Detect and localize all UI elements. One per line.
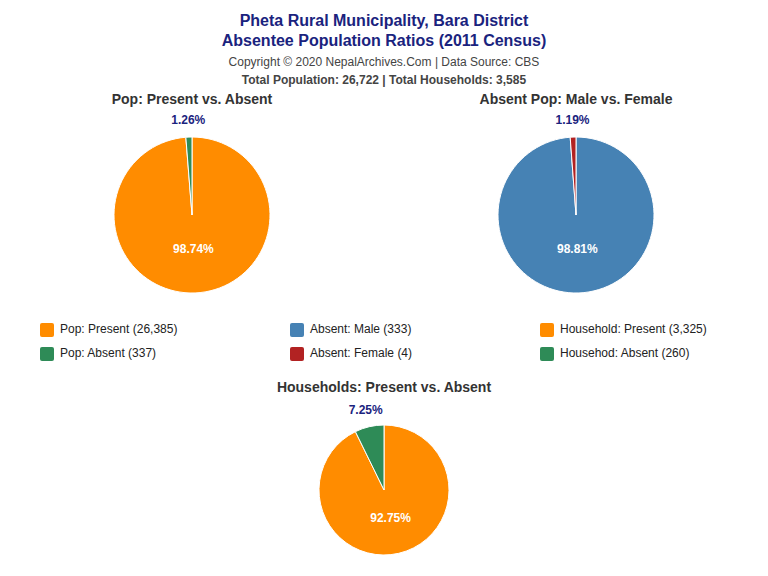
data-label: 92.75%: [370, 511, 411, 525]
data-label: 98.74%: [173, 242, 214, 256]
legend-entry: Househod: Absent (260): [560, 346, 689, 360]
pie-title: Households: Present vs. Absent: [277, 379, 492, 395]
legend-swatch: [540, 323, 554, 337]
pie-title: Absent Pop: Male vs. Female: [480, 91, 673, 107]
pie-chart: Pop: Present vs. Absent 98.74% 1.26%: [112, 91, 273, 293]
pie-slice: [319, 425, 449, 555]
data-labels: 92.75% 7.25%: [349, 403, 412, 524]
legend-entry: Absent: Female (4): [310, 346, 412, 360]
legend: Pop: Present (26,385) Pop: Absent (337) Ab…: [40, 322, 707, 361]
slices: [498, 137, 654, 293]
slices: [319, 425, 449, 555]
data-labels: 98.74% 1.26%: [171, 113, 214, 256]
data-label: 98.81%: [557, 242, 598, 256]
data-label: 7.25%: [349, 403, 383, 417]
data-labels: 98.81% 1.19%: [555, 113, 598, 256]
legend-swatch: [290, 323, 304, 337]
legend-swatch: [40, 347, 54, 361]
legend-entry: Pop: Present (26,385): [60, 322, 177, 336]
annotation: Copyright © 2020 NepalArchives.Com | Dat…: [229, 55, 540, 69]
pie-title: Pop: Present vs. Absent: [112, 91, 273, 107]
pie-slice: [570, 137, 576, 215]
legend-swatch: [290, 347, 304, 361]
chart-root: Pheta Rural Municipality, Bara District A…: [0, 0, 768, 576]
data-label: 1.26%: [171, 113, 205, 127]
pie-chart: Households: Present vs. Absent 92.75% 7.25…: [277, 379, 492, 555]
pie-slice: [114, 137, 270, 293]
legend-entry: Absent: Male (333): [310, 322, 411, 336]
pie-chart: Absent Pop: Male vs. Female 98.81% 1.19%: [480, 91, 673, 293]
title: Pheta Rural Municipality, Bara District: [240, 12, 529, 29]
annotation: Total Population: 26,722 | Total Househo…: [242, 73, 527, 87]
subtitle: Absentee Population Ratios (2011 Census): [222, 32, 547, 49]
legend-entry: Household: Present (3,325): [560, 322, 707, 336]
pie-slice: [186, 137, 192, 215]
legend-entry: Pop: Absent (337): [60, 346, 156, 360]
pie-slice: [498, 137, 654, 293]
legend-swatch: [540, 347, 554, 361]
data-label: 1.19%: [555, 113, 589, 127]
pie-slice: [355, 425, 384, 490]
legend-swatch: [40, 323, 54, 337]
slices: [114, 137, 270, 293]
